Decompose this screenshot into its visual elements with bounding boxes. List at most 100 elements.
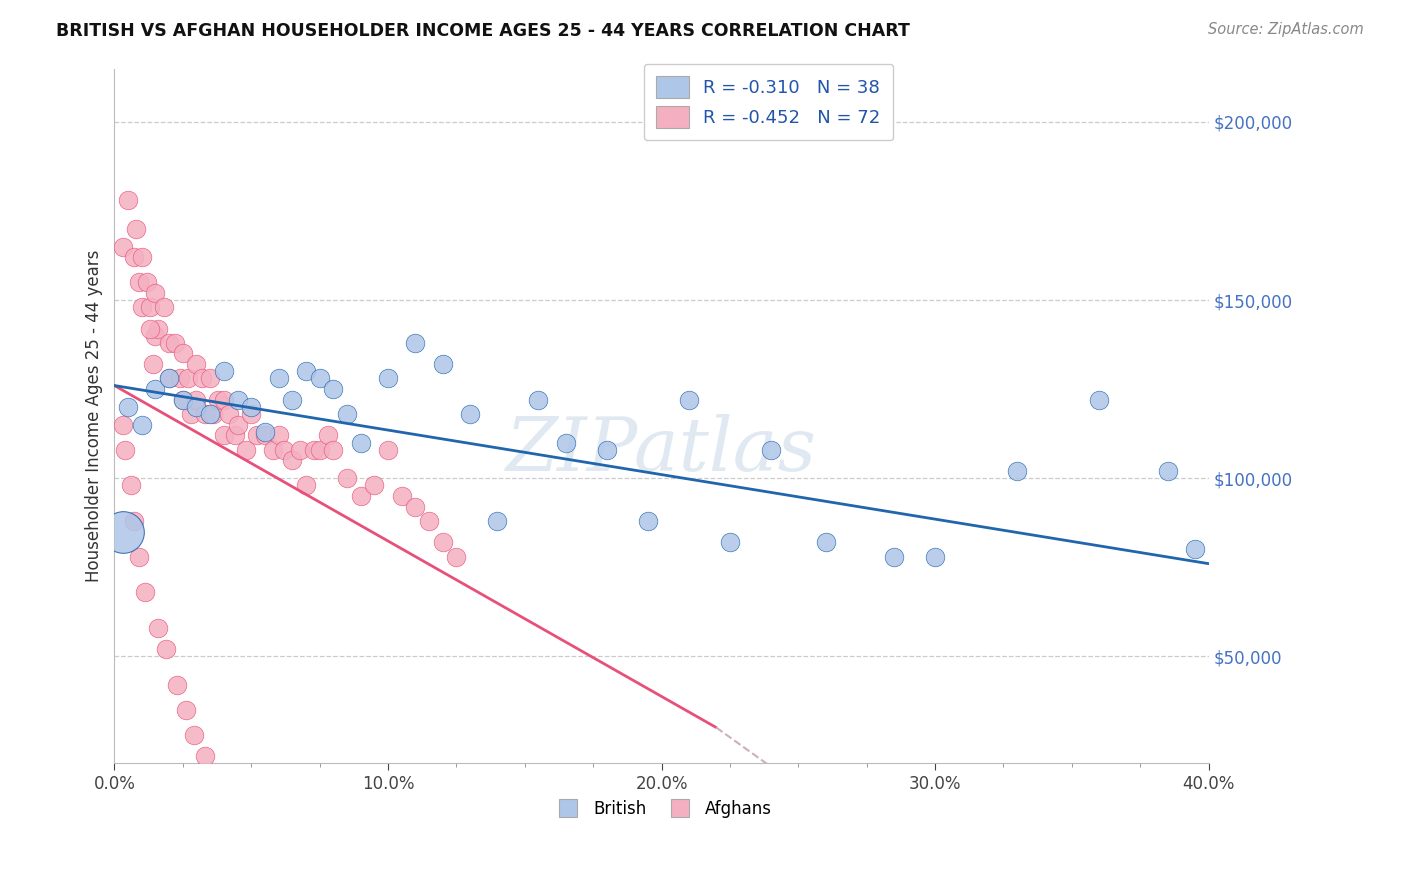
Point: [308, 371, 330, 385]
Point: [267, 371, 290, 385]
Point: [131, 300, 153, 314]
Point: [128, 549, 150, 564]
Point: [134, 585, 156, 599]
Point: [308, 442, 330, 457]
Point: [290, 442, 312, 457]
Point: [226, 417, 249, 432]
Point: [136, 275, 159, 289]
Point: [172, 346, 194, 360]
Point: [349, 489, 371, 503]
Point: [186, 357, 208, 371]
Point: [186, 400, 208, 414]
Point: [246, 428, 269, 442]
Y-axis label: Householder Income Ages 25 - 44 years: Householder Income Ages 25 - 44 years: [86, 250, 103, 582]
Point: [235, 442, 257, 457]
Point: [377, 371, 399, 385]
Point: [157, 371, 180, 385]
Point: [204, 773, 226, 788]
Point: [155, 642, 177, 657]
Point: [114, 442, 136, 457]
Point: [180, 407, 202, 421]
Point: [418, 514, 440, 528]
Point: [122, 250, 145, 264]
Point: [131, 250, 153, 264]
Point: [336, 407, 359, 421]
Point: [322, 382, 344, 396]
Point: [404, 500, 426, 514]
Point: [117, 400, 139, 414]
Point: [201, 407, 224, 421]
Point: [186, 392, 208, 407]
Point: [281, 392, 304, 407]
Point: [194, 407, 217, 421]
Point: [678, 392, 700, 407]
Point: [924, 549, 946, 564]
Text: Source: ZipAtlas.com: Source: ZipAtlas.com: [1208, 22, 1364, 37]
Point: [336, 471, 359, 485]
Point: [198, 371, 221, 385]
Point: [145, 285, 167, 300]
Point: [145, 382, 167, 396]
Point: [446, 549, 468, 564]
Point: [432, 535, 454, 549]
Point: [142, 357, 165, 371]
Point: [527, 392, 550, 407]
Point: [391, 489, 413, 503]
Point: [240, 407, 263, 421]
Point: [139, 321, 162, 335]
Point: [377, 442, 399, 457]
Point: [218, 407, 240, 421]
Point: [718, 535, 741, 549]
Point: [253, 428, 276, 442]
Point: [177, 371, 200, 385]
Point: [262, 442, 284, 457]
Point: [139, 300, 162, 314]
Point: [302, 442, 325, 457]
Point: [637, 514, 659, 528]
Point: [131, 417, 153, 432]
Point: [273, 442, 295, 457]
Point: [486, 514, 509, 528]
Point: [814, 535, 837, 549]
Point: [212, 428, 235, 442]
Point: [174, 703, 197, 717]
Point: [120, 478, 142, 492]
Point: [1005, 464, 1028, 478]
Point: [125, 222, 148, 236]
Point: [117, 194, 139, 208]
Point: [183, 728, 205, 742]
Point: [166, 678, 188, 692]
Point: [322, 442, 344, 457]
Point: [191, 371, 214, 385]
Point: [295, 478, 318, 492]
Legend: British, Afghans: British, Afghans: [544, 793, 779, 824]
Point: [152, 300, 174, 314]
Point: [1184, 542, 1206, 557]
Point: [212, 392, 235, 407]
Point: [212, 364, 235, 378]
Point: [157, 371, 180, 385]
Point: [163, 335, 186, 350]
Point: [145, 328, 167, 343]
Point: [111, 417, 134, 432]
Point: [148, 621, 170, 635]
Point: [122, 514, 145, 528]
Point: [404, 335, 426, 350]
Point: [240, 400, 263, 414]
Text: ZIPatlas: ZIPatlas: [506, 414, 817, 487]
Point: [596, 442, 619, 457]
Point: [281, 453, 304, 467]
Point: [215, 798, 238, 813]
Point: [111, 524, 134, 539]
Point: [1088, 392, 1111, 407]
Point: [198, 407, 221, 421]
Point: [226, 392, 249, 407]
Point: [267, 428, 290, 442]
Point: [458, 407, 481, 421]
Point: [172, 392, 194, 407]
Point: [759, 442, 782, 457]
Point: [128, 275, 150, 289]
Point: [1156, 464, 1178, 478]
Text: BRITISH VS AFGHAN HOUSEHOLDER INCOME AGES 25 - 44 YEARS CORRELATION CHART: BRITISH VS AFGHAN HOUSEHOLDER INCOME AGE…: [56, 22, 910, 40]
Point: [295, 364, 318, 378]
